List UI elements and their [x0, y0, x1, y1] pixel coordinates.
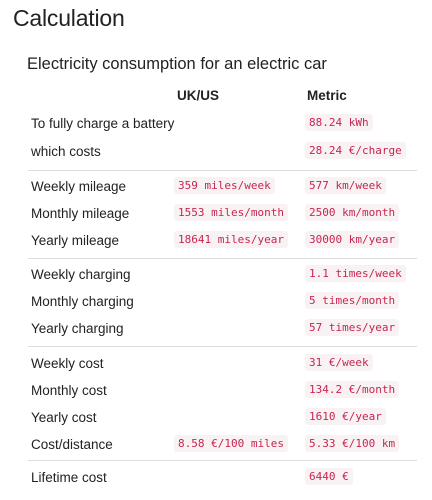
- table-row: Yearly charging 57 times/year: [0, 319, 432, 348]
- table-row: Lifetime cost 6440 €: [0, 468, 432, 497]
- table-row: Weekly cost 31 €/week: [0, 354, 432, 383]
- metric-value: 88.24 kWh: [305, 114, 373, 131]
- row-label: which costs: [31, 144, 101, 159]
- ukus-value: 8.58 €/100 miles: [174, 435, 288, 452]
- table-row: Weekly mileage 359 miles/week 577 km/wee…: [0, 177, 432, 206]
- table-row: Monthly mileage 1553 miles/month 2500 km…: [0, 204, 432, 233]
- metric-value: 31 €/week: [305, 354, 373, 371]
- section-subtitle: Electricity consumption for an electric …: [27, 55, 327, 73]
- metric-value: 134.2 €/month: [305, 381, 400, 398]
- header-ukus: UK/US: [177, 88, 220, 103]
- metric-value: 1610 €/year: [305, 408, 386, 425]
- metric-value: 30000 km/year: [305, 231, 400, 248]
- header-metric: Metric: [307, 88, 347, 103]
- ukus-value: 18641 miles/year: [174, 231, 288, 248]
- metric-value: 2500 km/month: [305, 204, 400, 221]
- ukus-value: 1553 miles/month: [174, 204, 288, 221]
- table-row: Cost/distance 8.58 €/100 miles 5.33 €/10…: [0, 435, 432, 464]
- row-label: Monthly charging: [31, 294, 134, 309]
- ukus-value: 359 miles/week: [174, 177, 275, 194]
- table-row: Yearly mileage 18641 miles/year 30000 km…: [0, 231, 432, 260]
- table-row: Yearly cost 1610 €/year: [0, 408, 432, 437]
- row-label: Weekly charging: [31, 267, 131, 282]
- metric-value: 6440 €: [305, 468, 353, 485]
- table-row: Weekly charging 1.1 times/week: [0, 265, 432, 294]
- group-divider: [28, 346, 417, 347]
- metric-value: 5.33 €/100 km: [305, 435, 400, 452]
- group-divider: [28, 460, 417, 461]
- row-label: Cost/distance: [31, 437, 113, 452]
- table-row: Monthly charging 5 times/month: [0, 292, 432, 321]
- row-label: Weekly cost: [31, 356, 104, 371]
- metric-value: 57 times/year: [305, 319, 400, 336]
- row-label: Yearly charging: [31, 321, 124, 336]
- row-label: Yearly mileage: [31, 233, 120, 248]
- metric-value: 577 km/week: [305, 177, 386, 194]
- metric-value: 28.24 €/charge: [305, 142, 406, 159]
- metric-value: 5 times/month: [305, 292, 400, 309]
- row-label: Lifetime cost: [31, 470, 107, 485]
- row-label: Monthly mileage: [31, 206, 130, 221]
- group-divider: [28, 170, 417, 171]
- table-row: which costs 28.24 €/charge: [0, 142, 432, 171]
- table-row: To fully charge a battery 88.24 kWh: [0, 114, 432, 143]
- row-label: To fully charge a battery: [31, 116, 175, 131]
- page-title: Calculation: [13, 5, 125, 31]
- row-label: Monthly cost: [31, 383, 107, 398]
- table-row: Monthly cost 134.2 €/month: [0, 381, 432, 410]
- row-label: Yearly cost: [31, 410, 97, 425]
- metric-value: 1.1 times/week: [305, 265, 406, 282]
- row-label: Weekly mileage: [31, 179, 127, 194]
- group-divider: [28, 258, 417, 259]
